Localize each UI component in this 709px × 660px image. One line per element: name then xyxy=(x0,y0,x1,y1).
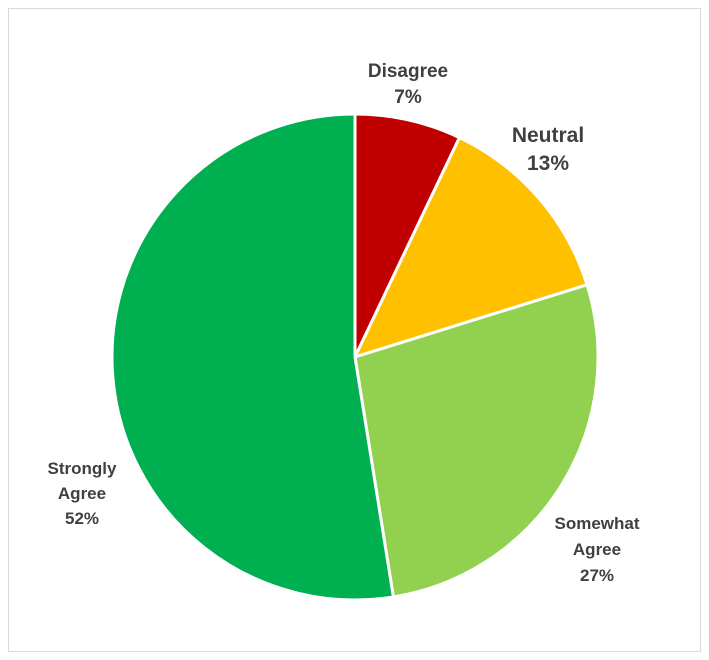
data-label-category: Agree xyxy=(58,484,106,503)
pie-slice-disagree xyxy=(353,112,461,359)
pie-slices xyxy=(110,112,600,602)
data-label-category: Disagree xyxy=(368,61,448,82)
data-label-percent: 7% xyxy=(394,87,422,108)
pie-data-labels: Disagree 7% Neutral 13% Somewhat Agree 27% Stro… xyxy=(48,61,640,585)
data-label-category: Neutral xyxy=(512,124,584,147)
data-label-percent: 13% xyxy=(527,152,569,175)
data-label-category: Agree xyxy=(573,540,621,559)
data-label-somewhat-agree: Somewhat Agree 27% xyxy=(554,514,639,585)
data-label-category: Strongly xyxy=(48,459,117,478)
data-label-strongly-agree: Strongly Agree 52% xyxy=(48,459,117,528)
data-label-percent: 52% xyxy=(65,509,99,528)
data-label-neutral: Neutral 13% xyxy=(512,124,584,175)
data-label-disagree: Disagree 7% xyxy=(368,61,448,108)
pie-slice-somewhat-agree xyxy=(353,283,600,599)
data-label-percent: 27% xyxy=(580,566,614,585)
data-label-category: Somewhat xyxy=(554,514,639,533)
pie-slice-strongly-agree xyxy=(110,112,395,602)
